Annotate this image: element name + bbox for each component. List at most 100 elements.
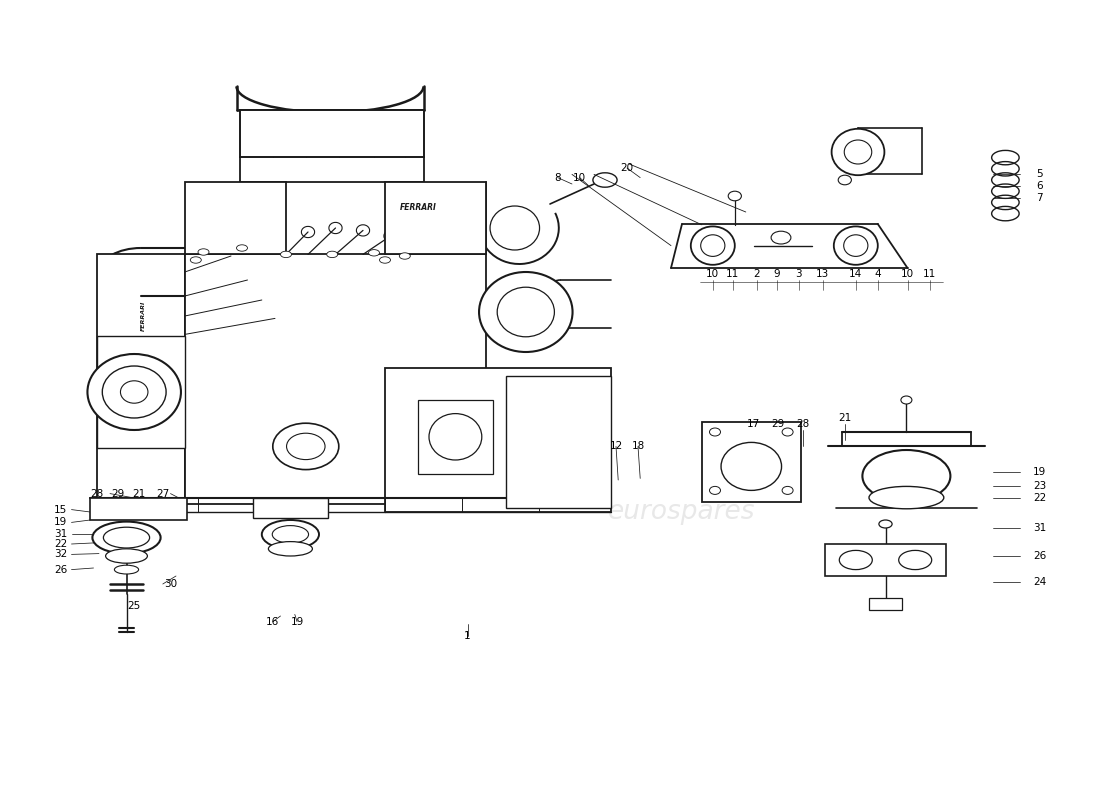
Text: 31: 31 <box>54 530 67 539</box>
Text: 3: 3 <box>795 269 802 278</box>
Ellipse shape <box>862 450 950 502</box>
Ellipse shape <box>102 366 166 418</box>
Ellipse shape <box>262 520 319 549</box>
Text: 19: 19 <box>54 518 67 527</box>
Polygon shape <box>185 254 486 504</box>
Text: 13: 13 <box>816 269 829 278</box>
FancyBboxPatch shape <box>825 544 946 576</box>
Text: 22: 22 <box>54 539 67 549</box>
Text: 28: 28 <box>90 489 103 498</box>
Ellipse shape <box>92 522 161 554</box>
Ellipse shape <box>839 550 872 570</box>
Text: 26: 26 <box>54 565 67 574</box>
Text: 23: 23 <box>1033 481 1046 490</box>
Text: 10: 10 <box>706 269 719 278</box>
Ellipse shape <box>879 520 892 528</box>
Ellipse shape <box>869 486 944 509</box>
Polygon shape <box>385 368 611 512</box>
FancyBboxPatch shape <box>418 400 493 474</box>
Ellipse shape <box>280 251 292 258</box>
Text: 11: 11 <box>726 269 739 278</box>
Ellipse shape <box>491 206 540 250</box>
Text: 9: 9 <box>773 269 780 278</box>
Ellipse shape <box>728 191 741 201</box>
Ellipse shape <box>273 526 308 543</box>
Text: 18: 18 <box>631 442 645 451</box>
Text: 7: 7 <box>1036 194 1043 203</box>
Ellipse shape <box>478 272 572 352</box>
Text: 21: 21 <box>838 413 851 422</box>
Text: 5: 5 <box>1036 170 1043 179</box>
Ellipse shape <box>368 250 379 256</box>
Polygon shape <box>97 336 185 448</box>
Ellipse shape <box>268 542 312 556</box>
Ellipse shape <box>722 442 781 490</box>
Polygon shape <box>97 254 185 504</box>
FancyBboxPatch shape <box>185 182 286 254</box>
Ellipse shape <box>845 140 871 164</box>
FancyBboxPatch shape <box>702 422 801 502</box>
Ellipse shape <box>701 235 725 256</box>
Text: 32: 32 <box>54 550 67 559</box>
Polygon shape <box>506 376 610 508</box>
Text: 10: 10 <box>901 269 914 278</box>
Text: FERRARI: FERRARI <box>141 301 145 331</box>
FancyBboxPatch shape <box>385 182 486 254</box>
Ellipse shape <box>901 396 912 404</box>
Text: 14: 14 <box>849 269 862 278</box>
Ellipse shape <box>832 129 884 175</box>
Ellipse shape <box>691 226 735 265</box>
Text: 21: 21 <box>132 489 145 498</box>
Text: 8: 8 <box>554 173 561 182</box>
Text: eurospares: eurospares <box>163 411 310 437</box>
Text: 19: 19 <box>290 617 304 626</box>
Text: FERRARI: FERRARI <box>399 203 437 213</box>
FancyBboxPatch shape <box>90 498 187 520</box>
Text: 25: 25 <box>128 601 141 610</box>
Ellipse shape <box>286 434 326 459</box>
Text: 2: 2 <box>754 269 760 278</box>
Text: 19: 19 <box>1033 467 1046 477</box>
Ellipse shape <box>198 249 209 255</box>
Ellipse shape <box>114 565 139 574</box>
Text: 24: 24 <box>1033 578 1046 587</box>
Ellipse shape <box>838 175 851 185</box>
Text: 30: 30 <box>164 579 177 589</box>
Text: 26: 26 <box>1033 551 1046 561</box>
Text: 16: 16 <box>266 617 279 626</box>
Ellipse shape <box>782 428 793 436</box>
Ellipse shape <box>87 354 180 430</box>
Text: 6: 6 <box>1036 182 1043 191</box>
FancyBboxPatch shape <box>240 110 424 157</box>
Text: 31: 31 <box>1033 523 1046 533</box>
Ellipse shape <box>273 423 339 470</box>
Ellipse shape <box>399 253 410 259</box>
Text: 29: 29 <box>771 419 784 429</box>
Ellipse shape <box>106 549 147 563</box>
Text: eurospares: eurospares <box>608 499 756 525</box>
Ellipse shape <box>236 245 248 251</box>
Text: 12: 12 <box>609 442 623 451</box>
Text: 17: 17 <box>747 419 760 429</box>
Ellipse shape <box>103 527 150 548</box>
Ellipse shape <box>844 235 868 256</box>
Ellipse shape <box>190 257 201 263</box>
Text: 28: 28 <box>796 419 810 429</box>
Text: 27: 27 <box>156 489 169 498</box>
Text: 22: 22 <box>1033 493 1046 502</box>
Ellipse shape <box>710 428 720 436</box>
Text: 1: 1 <box>464 631 471 641</box>
Ellipse shape <box>710 486 720 494</box>
Text: 10: 10 <box>573 173 586 182</box>
Ellipse shape <box>429 414 482 460</box>
Ellipse shape <box>899 550 932 570</box>
Ellipse shape <box>327 251 338 258</box>
Ellipse shape <box>497 287 554 337</box>
FancyBboxPatch shape <box>869 598 902 610</box>
Text: 11: 11 <box>923 269 936 278</box>
Ellipse shape <box>120 381 147 403</box>
Ellipse shape <box>782 486 793 494</box>
Text: 15: 15 <box>54 505 67 514</box>
Text: 20: 20 <box>620 163 634 173</box>
FancyBboxPatch shape <box>253 498 328 518</box>
